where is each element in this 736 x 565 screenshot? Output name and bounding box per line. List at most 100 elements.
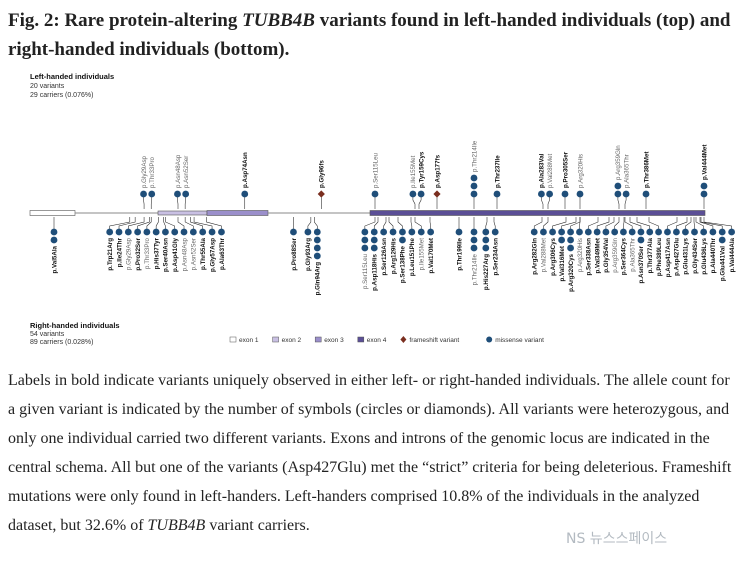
right-variant-ile24thr-stem xyxy=(118,217,136,230)
figure-title: Fig. 2: Rare protein-altering TUBB4B var… xyxy=(8,6,732,64)
right-variant-gly29asp-stem xyxy=(128,217,145,230)
right-variant-arg320cys-circle xyxy=(567,228,574,236)
left-variant-asp177fs-label: p.Asp177fs xyxy=(434,154,441,188)
right-variant-ile24thr-circle xyxy=(115,228,123,236)
exon-4-segment xyxy=(369,210,706,216)
right-variant-asp41gly-label: p.Asp41Gly xyxy=(172,237,179,272)
left-variant-asn48asp-label: p.Asn48Asp xyxy=(175,154,182,188)
intron-1b-line xyxy=(128,212,158,214)
right-variant-ser126asn-label: p.Ser126Asn xyxy=(381,238,388,276)
right-variant-thr199ile-label: p.Thr199Ile xyxy=(456,237,463,270)
right-variant-arg320his-stem xyxy=(579,217,581,230)
right-variant-ala440thr-circle xyxy=(709,228,717,236)
right-variant-ser138phe-stem xyxy=(397,217,403,230)
right-variant-leu151phe-circle xyxy=(408,228,416,236)
left-variant-tyr159cys-circle xyxy=(417,190,425,198)
right-variant-pro88ser-circle xyxy=(290,228,297,236)
left-variant-tyr159cys-stem xyxy=(418,196,422,209)
figure-title-part1: Fig. 2: Rare protein-altering xyxy=(8,10,243,31)
right-variant-gln94arg-circle xyxy=(313,228,321,236)
watermark-logo: NS 뉴스스페이스 xyxy=(566,531,668,547)
right-variant-asn52ser-circle xyxy=(189,228,197,236)
right-variant-ile155met-stem xyxy=(414,217,422,230)
right-variant-arg306cys-stem xyxy=(552,217,567,230)
right-variant-val170met-label: p.Val170Met xyxy=(428,238,435,273)
right-info: Right-handed individuals 54 variants 89 … xyxy=(30,321,120,346)
right-variant-ala440thr-stem xyxy=(699,217,714,230)
left-variant-gly96fs-label: p.Gly96fs xyxy=(319,160,326,188)
right-variant-ser338asn-circle xyxy=(584,228,592,236)
right-variant-thr33pro-label: p.Thr33Pro xyxy=(144,237,151,269)
right-variant-val170met-circle xyxy=(427,228,435,236)
right-variant-his227arg-label: p.His227Arg xyxy=(483,254,490,290)
right-variant-glu431lys-stem xyxy=(685,217,692,230)
right-variant-glu436lys-circle xyxy=(700,228,708,236)
figure-caption: Labels in bold indicate variants uniquel… xyxy=(8,366,732,540)
gene-schema xyxy=(29,210,706,216)
right-variant-arg320his-label: p.Arg320His xyxy=(577,238,584,272)
right-variant-val170met-stem xyxy=(429,217,431,230)
intron-1-line xyxy=(75,212,128,214)
right-variant-arg306cys-label: p.Arg306Cys xyxy=(550,237,557,275)
right-variant-asp417asn-circle xyxy=(664,228,671,236)
legend-exon-4-label: exon 4 xyxy=(367,337,387,344)
left-variant-thr214ile-circle xyxy=(470,190,478,198)
right-variant-arg129his-label: p.Arg129His xyxy=(390,237,397,274)
legend-exon-4-swatch xyxy=(357,336,365,343)
legend-frameshift-variant-label: frameshift variant xyxy=(409,337,459,344)
right-variant-his37tyr-circle xyxy=(152,228,160,236)
right-variant-his227arg-circle xyxy=(482,244,490,252)
right-variant-gly57asp-label: p.Gly57Asp xyxy=(209,238,216,272)
right-variant-ala63thr-label: p.Ala63Thr xyxy=(219,237,226,270)
right-variant-val5ala-label: p.Val5Ala xyxy=(51,245,58,273)
right-variant-gln94arg-circle xyxy=(313,236,321,244)
left-variant-ala365thr-circle xyxy=(622,190,630,198)
right-variant-asn52ser-label: p.Asn52Ser xyxy=(191,238,198,270)
left-variant-thr237ile-circle xyxy=(493,190,501,198)
left-variant-thr33pro-stem xyxy=(150,196,153,209)
right-variant-arg359gln-stem xyxy=(614,217,620,230)
left-variant-arg359gln-circle xyxy=(614,182,622,190)
right-variant-asn370ser-label: p.Asn370Ser xyxy=(638,245,645,283)
right-variant-gln94arg-stem xyxy=(314,217,318,230)
right-variant-gly93arg-stem xyxy=(307,217,312,230)
left-variant-ile155met-label: p.Ile155Met xyxy=(410,155,417,188)
right-variant-arg129his-circle xyxy=(389,228,397,236)
right-variant-ser126asn-stem xyxy=(383,217,387,230)
right-variant-gly434ser-circle xyxy=(691,228,698,236)
lollipop-plot: Left-handed individuals 20 variants 29 c… xyxy=(29,72,736,346)
exon-1-segment xyxy=(29,210,76,216)
right-variant-asn370ser-stem xyxy=(629,217,642,230)
legend-exon-2-label: exon 2 xyxy=(282,337,302,344)
left-variant-asn48asp-circle xyxy=(174,190,181,198)
caption-part1: Labels in bold indicate variants uniquel… xyxy=(8,372,732,534)
right-variant-arg320cys-circle xyxy=(567,244,574,252)
right-variant-thr33pro-circle xyxy=(143,228,151,236)
right-variant-ser115leu-stem xyxy=(364,217,376,230)
right-variant-thr377ala-label: p.Thr377Ala xyxy=(647,237,654,273)
left-variants-count: 20 variants xyxy=(30,83,65,90)
right-variant-val349met-stem xyxy=(596,217,610,230)
right-variant-gly354val-label: p.Gly354Val xyxy=(603,238,610,273)
right-variant-asp427glu-stem xyxy=(676,217,688,230)
right-variant-phe389leu-circle xyxy=(655,228,662,236)
right-variant-val288met-circle xyxy=(540,228,547,236)
right-variant-ser115leu-circle xyxy=(361,236,369,244)
left-variant-val288met-label: p.Val288Met xyxy=(547,153,554,188)
right-variant-val288met-label: p.Val288Met xyxy=(541,238,548,273)
legend-missense-variant-label: missense variant xyxy=(495,337,544,344)
exon-2-segment xyxy=(157,210,208,216)
right-variant-ser40asn-circle xyxy=(162,228,169,236)
right-variant-glu441val-stem xyxy=(700,217,723,230)
right-variant-asn48asp-stem xyxy=(177,217,185,230)
right-variant-glu431lys-label: p.Glu431Lys xyxy=(683,237,690,274)
left-variant-val444met-label: p.Val444Met xyxy=(701,145,708,180)
right-variant-asp427glu-circle xyxy=(673,228,680,236)
right-variant-ser138phe-label: p.Ser138Phe xyxy=(400,245,407,283)
left-variant-ile155met-circle xyxy=(409,190,417,198)
left-variant-thr33pro-label: p.Thr33Pro xyxy=(149,156,156,188)
figure-title-gene: TUBB4B xyxy=(242,10,315,31)
left-variant-ala283val-stem xyxy=(541,196,544,209)
right-variant-his37tyr-stem xyxy=(155,217,159,230)
left-variant-asp177fs-diamond xyxy=(433,190,441,198)
